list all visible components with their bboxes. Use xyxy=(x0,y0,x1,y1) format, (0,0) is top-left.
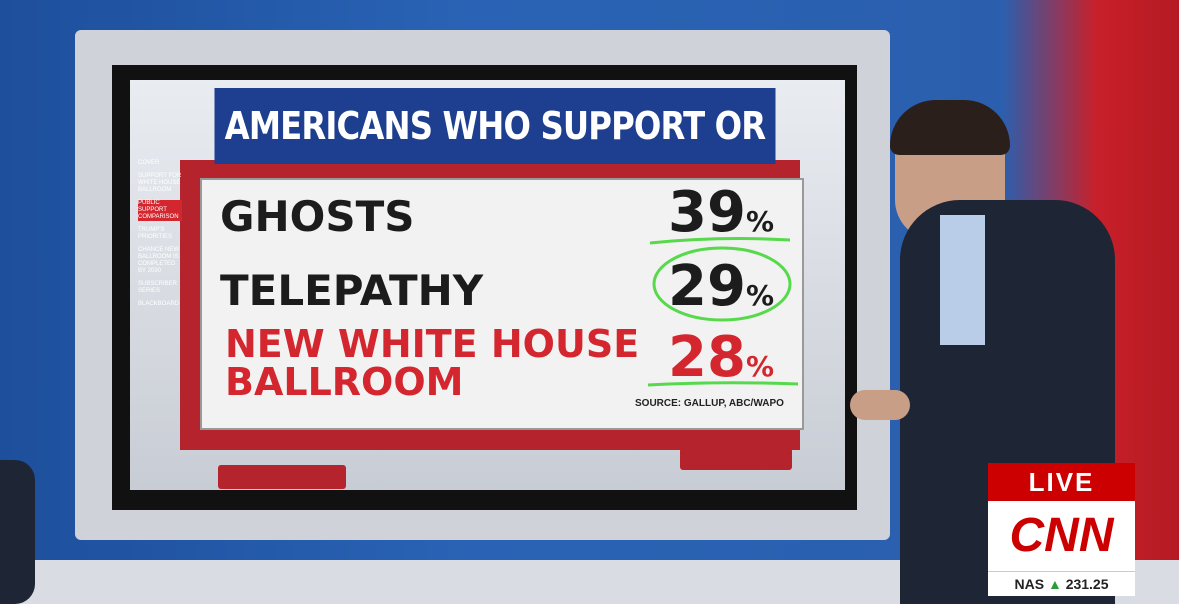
percent-unit: % xyxy=(745,205,774,238)
menu-item[interactable]: CHANCE NEW BALLROOM IS COMPLETED BY 2030 xyxy=(138,247,180,274)
ticker-symbol: NAS xyxy=(1014,576,1045,592)
presenter-hair xyxy=(890,100,1010,155)
percent-unit: % xyxy=(745,279,774,312)
row-label: GHOSTS xyxy=(220,192,415,241)
highlight-circle xyxy=(652,246,792,322)
presenter-shirt xyxy=(940,215,985,345)
side-menu: COVER SUPPORT FOR WHITE HOUSE BALLROOM PUB… xyxy=(138,160,182,314)
menu-item[interactable]: TRUMP'S PRIORITIES xyxy=(138,227,173,240)
menu-item[interactable]: SUBSCRIBER SERIES xyxy=(138,281,178,294)
row-value: 29% xyxy=(668,254,774,319)
menu-item[interactable]: PUBLIC SUPPORT COMPARISON xyxy=(138,200,182,221)
menu-item[interactable]: COVER xyxy=(138,160,160,166)
percent-number: 39 xyxy=(668,180,746,245)
percent-unit: % xyxy=(745,350,774,383)
source: SOURCE: GALLUP, ABC/WAPO xyxy=(635,398,784,409)
highlight-stroke xyxy=(649,237,791,245)
menu-item[interactable]: SUPPORT FOR WHITE HOUSE BALLROOM xyxy=(138,173,182,193)
row-value: 39% xyxy=(668,180,774,245)
row-label: TELEPATHY xyxy=(220,266,484,315)
percent-number: 28 xyxy=(668,325,746,390)
other-person xyxy=(0,460,35,604)
percent-number: 29 xyxy=(668,254,746,319)
menu-item[interactable]: BLACKBOARD xyxy=(138,301,180,307)
row-value: 28% xyxy=(668,325,774,390)
panel xyxy=(200,178,804,430)
ticker-change: 231.25 xyxy=(1065,576,1109,592)
toolbar xyxy=(218,465,346,489)
underline xyxy=(647,381,799,387)
ticker: NAS ▲ 231.25 xyxy=(988,571,1135,596)
live-badge: LIVE xyxy=(988,463,1135,501)
cnn-logo: CNN xyxy=(988,501,1135,571)
row-label: NEW WHITE HOUSE BALLROOM xyxy=(225,322,640,404)
presenter-hand xyxy=(850,390,910,420)
toolbar xyxy=(680,448,792,470)
